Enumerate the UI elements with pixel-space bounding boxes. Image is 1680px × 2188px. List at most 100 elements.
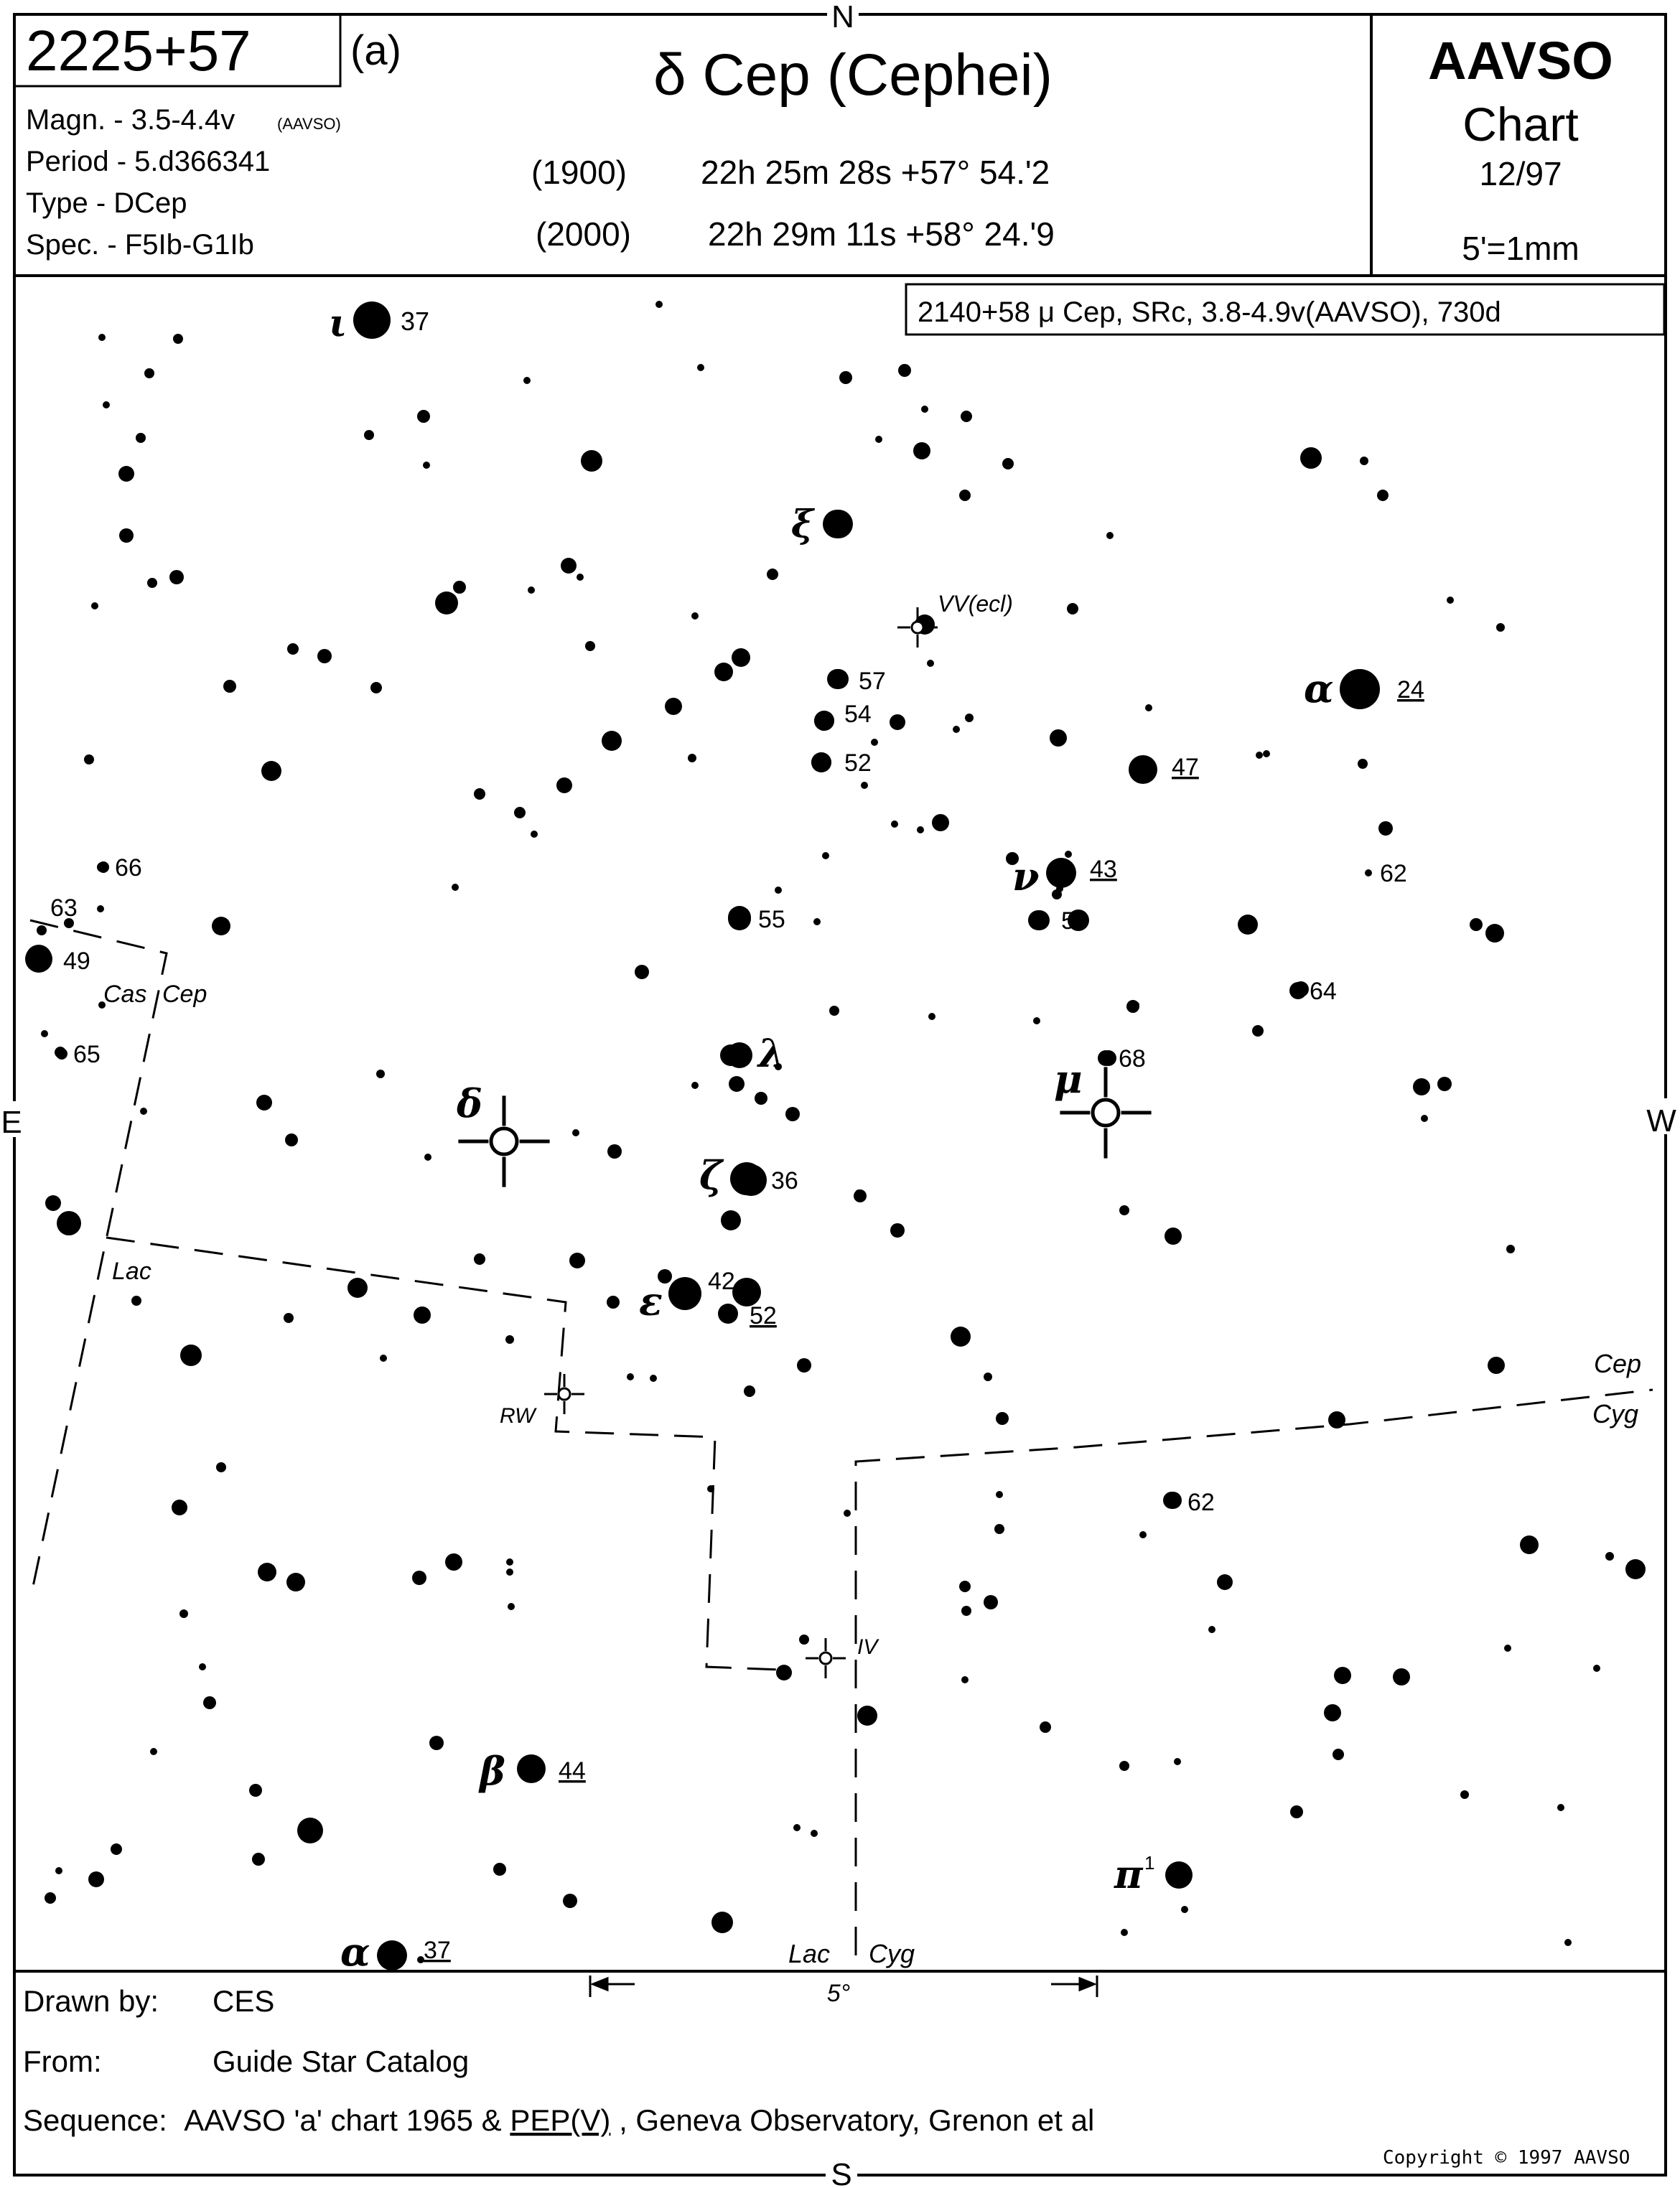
boundary-lac-cyg (854, 1388, 1653, 1955)
field-star (1033, 1017, 1040, 1024)
field-star (1378, 821, 1393, 836)
south-label: S (831, 2157, 851, 2188)
star-label-greek: λ (757, 1030, 785, 1076)
boundary-label-cyg-east: Cyg (1592, 1399, 1638, 1429)
field-star (1393, 1668, 1410, 1686)
field-star (691, 612, 699, 620)
sequence-label: Sequence: (23, 2103, 167, 2137)
field-star (531, 831, 538, 838)
field-star (1506, 1245, 1515, 1253)
field-star (347, 1278, 368, 1298)
field-star (414, 1306, 431, 1324)
field-star (927, 660, 934, 667)
field-star (179, 1609, 188, 1618)
vv-cep-variable-marker (897, 607, 938, 647)
field-star (1485, 924, 1504, 943)
field-star (928, 1013, 935, 1020)
mu-cep-variable-marker (1060, 1067, 1152, 1159)
field-star (1139, 1531, 1147, 1538)
variable-ring (557, 1387, 571, 1401)
field-star (523, 377, 531, 384)
catalog-star (1163, 1492, 1180, 1509)
field-star (173, 334, 183, 344)
boundary-label-cyg-south: Cyg (869, 1939, 915, 1968)
field-star (45, 1195, 61, 1211)
star-label-var: IV (857, 1635, 879, 1659)
star-label-mag_ul: 24 (1397, 676, 1424, 703)
catalog-star (377, 1940, 407, 1970)
star-label-mag_ul: 43 (1090, 856, 1117, 883)
field-star (474, 1253, 485, 1265)
field-star (745, 1388, 754, 1397)
field-star (364, 430, 374, 440)
field-star (665, 698, 682, 715)
field-star (844, 1510, 851, 1517)
star-label-greek: α (1304, 665, 1334, 711)
star-label-mag: 63 (50, 894, 78, 922)
star-label-mag: 55 (758, 906, 785, 933)
field-star (514, 807, 526, 818)
field-star (732, 648, 750, 667)
field-star (996, 1491, 1003, 1498)
field-star (1520, 1535, 1539, 1554)
spectrum: Spec. - F5Ib-G1Ib (26, 229, 254, 261)
field-star (785, 1107, 800, 1121)
field-star (655, 301, 663, 308)
star-label-mag_ul: 47 (1172, 754, 1199, 781)
field-star (136, 433, 146, 443)
field-star (627, 1373, 634, 1380)
drawn-by-label: Drawn by: (23, 1984, 159, 2018)
field-star (711, 1912, 733, 1933)
rw-cep-variable-marker (544, 1374, 584, 1414)
field-star (1360, 457, 1368, 465)
star-label-greek: ν (1012, 854, 1039, 899)
magnitude: Magn. - 3.5-4.4v (26, 104, 235, 136)
field-star (714, 663, 733, 681)
field-star (776, 1665, 792, 1680)
boundary-label-lac-south: Lac (788, 1939, 830, 1968)
star-label-mag_ul: 37 (424, 1937, 451, 1964)
drawn-by: CES (213, 1984, 274, 2018)
field-star (984, 1595, 998, 1609)
field-star (423, 462, 430, 469)
east-label: E (1, 1105, 22, 1140)
field-star (984, 1373, 992, 1381)
field-star (563, 1894, 577, 1908)
field-star (1132, 1001, 1139, 1009)
field-star (474, 788, 485, 800)
field-star (1496, 623, 1505, 632)
field-star (284, 1313, 294, 1323)
field-star (729, 1076, 745, 1092)
field-star (635, 965, 649, 979)
copyright: Copyright © 1997 AAVSO (1383, 2147, 1630, 2169)
star-title: δ Cep (Cephei) (653, 42, 1053, 108)
field-star (1217, 1574, 1233, 1590)
star-label-greek: α (340, 1929, 370, 1975)
catalog-star (727, 1042, 752, 1068)
sequence-link[interactable]: PEP(V) (510, 2103, 610, 2137)
star-field (25, 301, 1646, 1970)
field-star (412, 1571, 426, 1585)
field-star (577, 574, 584, 581)
field-star (890, 1223, 905, 1238)
chart-scale: 5'=1mm (1462, 230, 1579, 267)
field-star (140, 1108, 147, 1115)
field-star (959, 490, 971, 501)
catalog-star (1340, 669, 1380, 709)
variable-markers (458, 607, 1152, 1678)
star-label-mag: 62 (1380, 860, 1407, 887)
field-star (799, 1635, 809, 1645)
star-label-mag: 52 (844, 749, 872, 777)
field-star (1165, 1228, 1182, 1245)
field-star (793, 1824, 801, 1831)
field-star (453, 581, 466, 594)
field-star (650, 1375, 657, 1382)
star-label-mag_ul: 44 (559, 1757, 586, 1785)
field-star (118, 466, 134, 482)
field-star (697, 364, 704, 371)
boundary-lac-cep (106, 1236, 780, 1671)
field-star (1334, 1667, 1351, 1684)
field-star (688, 754, 696, 762)
star-label-mag: 37 (401, 307, 429, 336)
